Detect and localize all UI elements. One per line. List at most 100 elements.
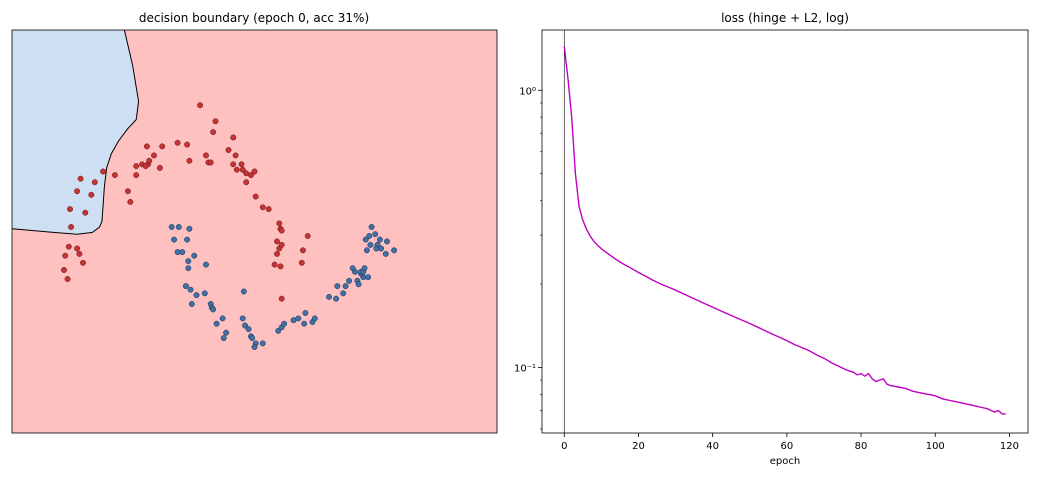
scatter-point-class-0-5	[91, 179, 98, 186]
scatter-point-class-1-46	[346, 277, 353, 284]
decision-boundary-frame	[11, 29, 498, 434]
scatter-point-class-0-30	[232, 152, 239, 159]
scatter-point-class-1-30	[240, 288, 247, 295]
x-tick-label-0: 0	[561, 441, 567, 452]
scatter-point-class-0-48	[277, 263, 284, 270]
scatter-point-class-1-25	[245, 326, 252, 333]
scatter-point-class-0-59	[74, 245, 81, 252]
scatter-point-class-0-19	[186, 157, 193, 164]
scatter-points	[61, 102, 398, 350]
scatter-point-class-1-24	[242, 322, 248, 329]
scatter-point-class-1-69	[365, 274, 372, 281]
scatter-point-class-0-40	[230, 134, 237, 141]
scatter-point-class-0-49	[300, 247, 306, 254]
scatter-point-class-1-6	[179, 249, 186, 256]
scatter-point-class-1-37	[302, 310, 309, 316]
scatter-point-class-0-61	[80, 259, 86, 266]
scatter-point-class-0-6	[100, 168, 107, 175]
scatter-point-class-1-0	[168, 224, 175, 230]
decision-boundary-title: decision boundary (epoch 0, acc 31%)	[139, 11, 369, 25]
scatter-point-class-1-38	[301, 320, 308, 327]
scatter-point-class-1-18	[210, 306, 217, 313]
scatter-point-class-1-36	[295, 315, 302, 322]
scatter-point-class-1-31	[249, 335, 256, 342]
scatter-point-class-0-31	[233, 166, 240, 173]
loss-panel: loss (hinge + L2, log) 0 20 40 60 80 100 120 1…	[514, 11, 1029, 467]
scatter-point-class-0-14	[156, 164, 163, 171]
scatter-point-class-0-21	[203, 152, 209, 159]
scatter-point-class-0-33	[243, 179, 250, 186]
scatter-point-class-1-28	[251, 344, 258, 350]
scatter-point-class-0-60	[76, 250, 83, 257]
scatter-point-class-0-10	[133, 172, 140, 179]
scatter-point-class-0-39	[225, 147, 232, 153]
scatter-point-class-1-65	[391, 247, 398, 254]
loss-x-label: epoch	[770, 456, 800, 467]
scatter-point-class-0-18	[184, 141, 191, 148]
scatter-point-class-0-55	[278, 241, 285, 248]
scatter-point-class-1-62	[384, 238, 390, 245]
scatter-point-class-0-29	[230, 161, 237, 168]
scatter-point-class-0-50	[304, 233, 311, 239]
loss-frame	[541, 29, 1029, 434]
scatter-point-class-1-21	[223, 329, 230, 336]
scatter-point-class-1-34	[281, 320, 288, 327]
scatter-point-class-1-19	[219, 315, 226, 322]
scatter-point-class-0-47	[271, 261, 278, 268]
scatter-point-class-0-3	[82, 209, 89, 216]
loss-x-ticks: 0 20 40 60 80 100 120	[561, 433, 1019, 452]
scatter-point-class-0-42	[243, 170, 250, 177]
scatter-point-class-0-36	[252, 193, 259, 200]
y-tick-label-1: 10⁰	[519, 86, 536, 97]
scatter-point-class-0-32	[239, 166, 246, 173]
x-tick-label-80: 80	[855, 441, 868, 452]
scatter-point-class-1-60	[382, 250, 389, 257]
scatter-point-class-1-32	[275, 327, 282, 334]
scatter-point-class-0-28	[142, 163, 149, 170]
scatter-point-class-0-2	[77, 175, 84, 182]
scatter-point-class-0-58	[68, 224, 75, 230]
scatter-point-class-0-53	[274, 250, 280, 257]
scatter-point-class-0-57	[65, 243, 72, 250]
scatter-point-class-1-68	[349, 265, 356, 272]
scatter-point-class-0-27	[146, 157, 153, 164]
scatter-point-class-1-42	[334, 283, 341, 290]
scatter-point-class-0-63	[64, 276, 71, 282]
scatter-point-class-0-35	[251, 168, 258, 175]
scatter-point-class-0-41	[238, 161, 245, 168]
scatter-point-class-1-66	[363, 247, 370, 254]
scatter-point-class-1-12	[187, 286, 194, 293]
scatter-point-class-0-17	[174, 139, 181, 146]
loss-y-ticks: 10⁻¹ 10⁰	[514, 86, 542, 430]
scatter-point-class-1-29	[259, 340, 266, 347]
scatter-point-class-1-11	[182, 283, 189, 290]
scatter-point-class-1-13	[193, 292, 200, 299]
scatter-point-class-1-9	[185, 265, 192, 272]
scatter-point-class-0-56	[62, 252, 69, 259]
scatter-point-class-0-4	[88, 191, 95, 198]
scatter-point-class-1-23	[239, 315, 246, 322]
scatter-point-class-0-54	[274, 238, 280, 245]
scatter-point-class-1-58	[376, 236, 383, 243]
scatter-point-class-1-56	[372, 231, 379, 238]
scatter-point-class-0-8	[124, 188, 131, 195]
scatter-point-class-0-45	[278, 227, 285, 234]
loss-title: loss (hinge + L2, log)	[721, 11, 849, 25]
scatter-point-class-0-9	[127, 198, 134, 205]
scatter-point-class-0-37	[259, 204, 266, 211]
scatter-point-class-1-2	[186, 225, 193, 232]
scatter-point-class-1-15	[188, 301, 195, 307]
scatter-point-class-1-43	[333, 295, 340, 302]
decision-boundary-line	[12, 30, 140, 235]
scatter-point-class-1-63	[367, 241, 374, 248]
scatter-point-class-1-4	[184, 236, 191, 243]
scatter-point-class-1-7	[191, 252, 198, 259]
scatter-point-class-1-14	[201, 290, 208, 297]
loss-curve	[563, 46, 1006, 415]
decision-boundary-panel: decision boundary (epoch 0, acc 31%)	[11, 11, 498, 434]
scatter-point-class-0-0	[67, 206, 73, 213]
scatter-point-class-1-20	[213, 320, 220, 327]
scatter-point-class-1-45	[342, 283, 349, 290]
scatter-point-class-0-13	[151, 152, 157, 159]
